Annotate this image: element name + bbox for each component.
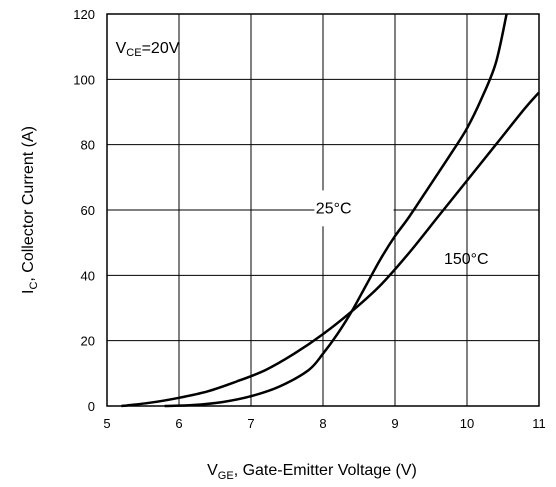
y-tick-label: 40 [81,268,95,283]
y-tick-label: 100 [73,72,95,87]
series-label-25c: 25°C [316,200,352,217]
y-axis-label-rest: , Collector Current (A) [20,126,37,282]
vce-condition-sub: CE [126,47,141,59]
series-line-25c [164,13,508,408]
curves [121,13,540,408]
x-tick-label: 9 [391,416,398,431]
x-tick-label: 7 [247,416,254,431]
x-axis-label-main: V [207,462,218,479]
vce-condition-rest: =20V [142,40,180,57]
y-tick-label: 20 [81,334,95,349]
vce-condition-main: V [116,40,127,57]
x-tick-label: 8 [319,416,326,431]
x-tick-label: 6 [175,416,182,431]
y-tick-label: 120 [73,7,95,22]
x-tick-label: 11 [532,416,546,431]
vce-condition-label: VCE=20V [116,40,180,59]
y-tick-labels: 0 20 40 60 80 100 120 [73,7,95,414]
x-axis-label-rest: , Gate-Emitter Voltage (V) [234,462,417,479]
y-tick-label: 60 [81,203,95,218]
x-tick-label: 10 [460,416,474,431]
x-tick-labels: 5 6 7 8 9 10 11 [103,416,545,431]
series-label-bg-25c [314,190,394,227]
series-line-150c [121,91,540,408]
x-tick-label: 5 [103,416,110,431]
y-axis-label-sub: C [28,282,40,290]
x-axis-label: VGE, Gate-Emitter Voltage (V) [207,462,417,482]
series-label-150c: 150°C [444,251,489,268]
y-axis-label: IC, Collector Current (A) [20,126,40,294]
y-tick-label: 80 [81,138,95,153]
y-tick-label: 0 [88,399,95,414]
x-axis-label-sub: GE [218,470,234,482]
y-axis-label-main: I [20,290,37,294]
plot-frame [106,13,540,407]
